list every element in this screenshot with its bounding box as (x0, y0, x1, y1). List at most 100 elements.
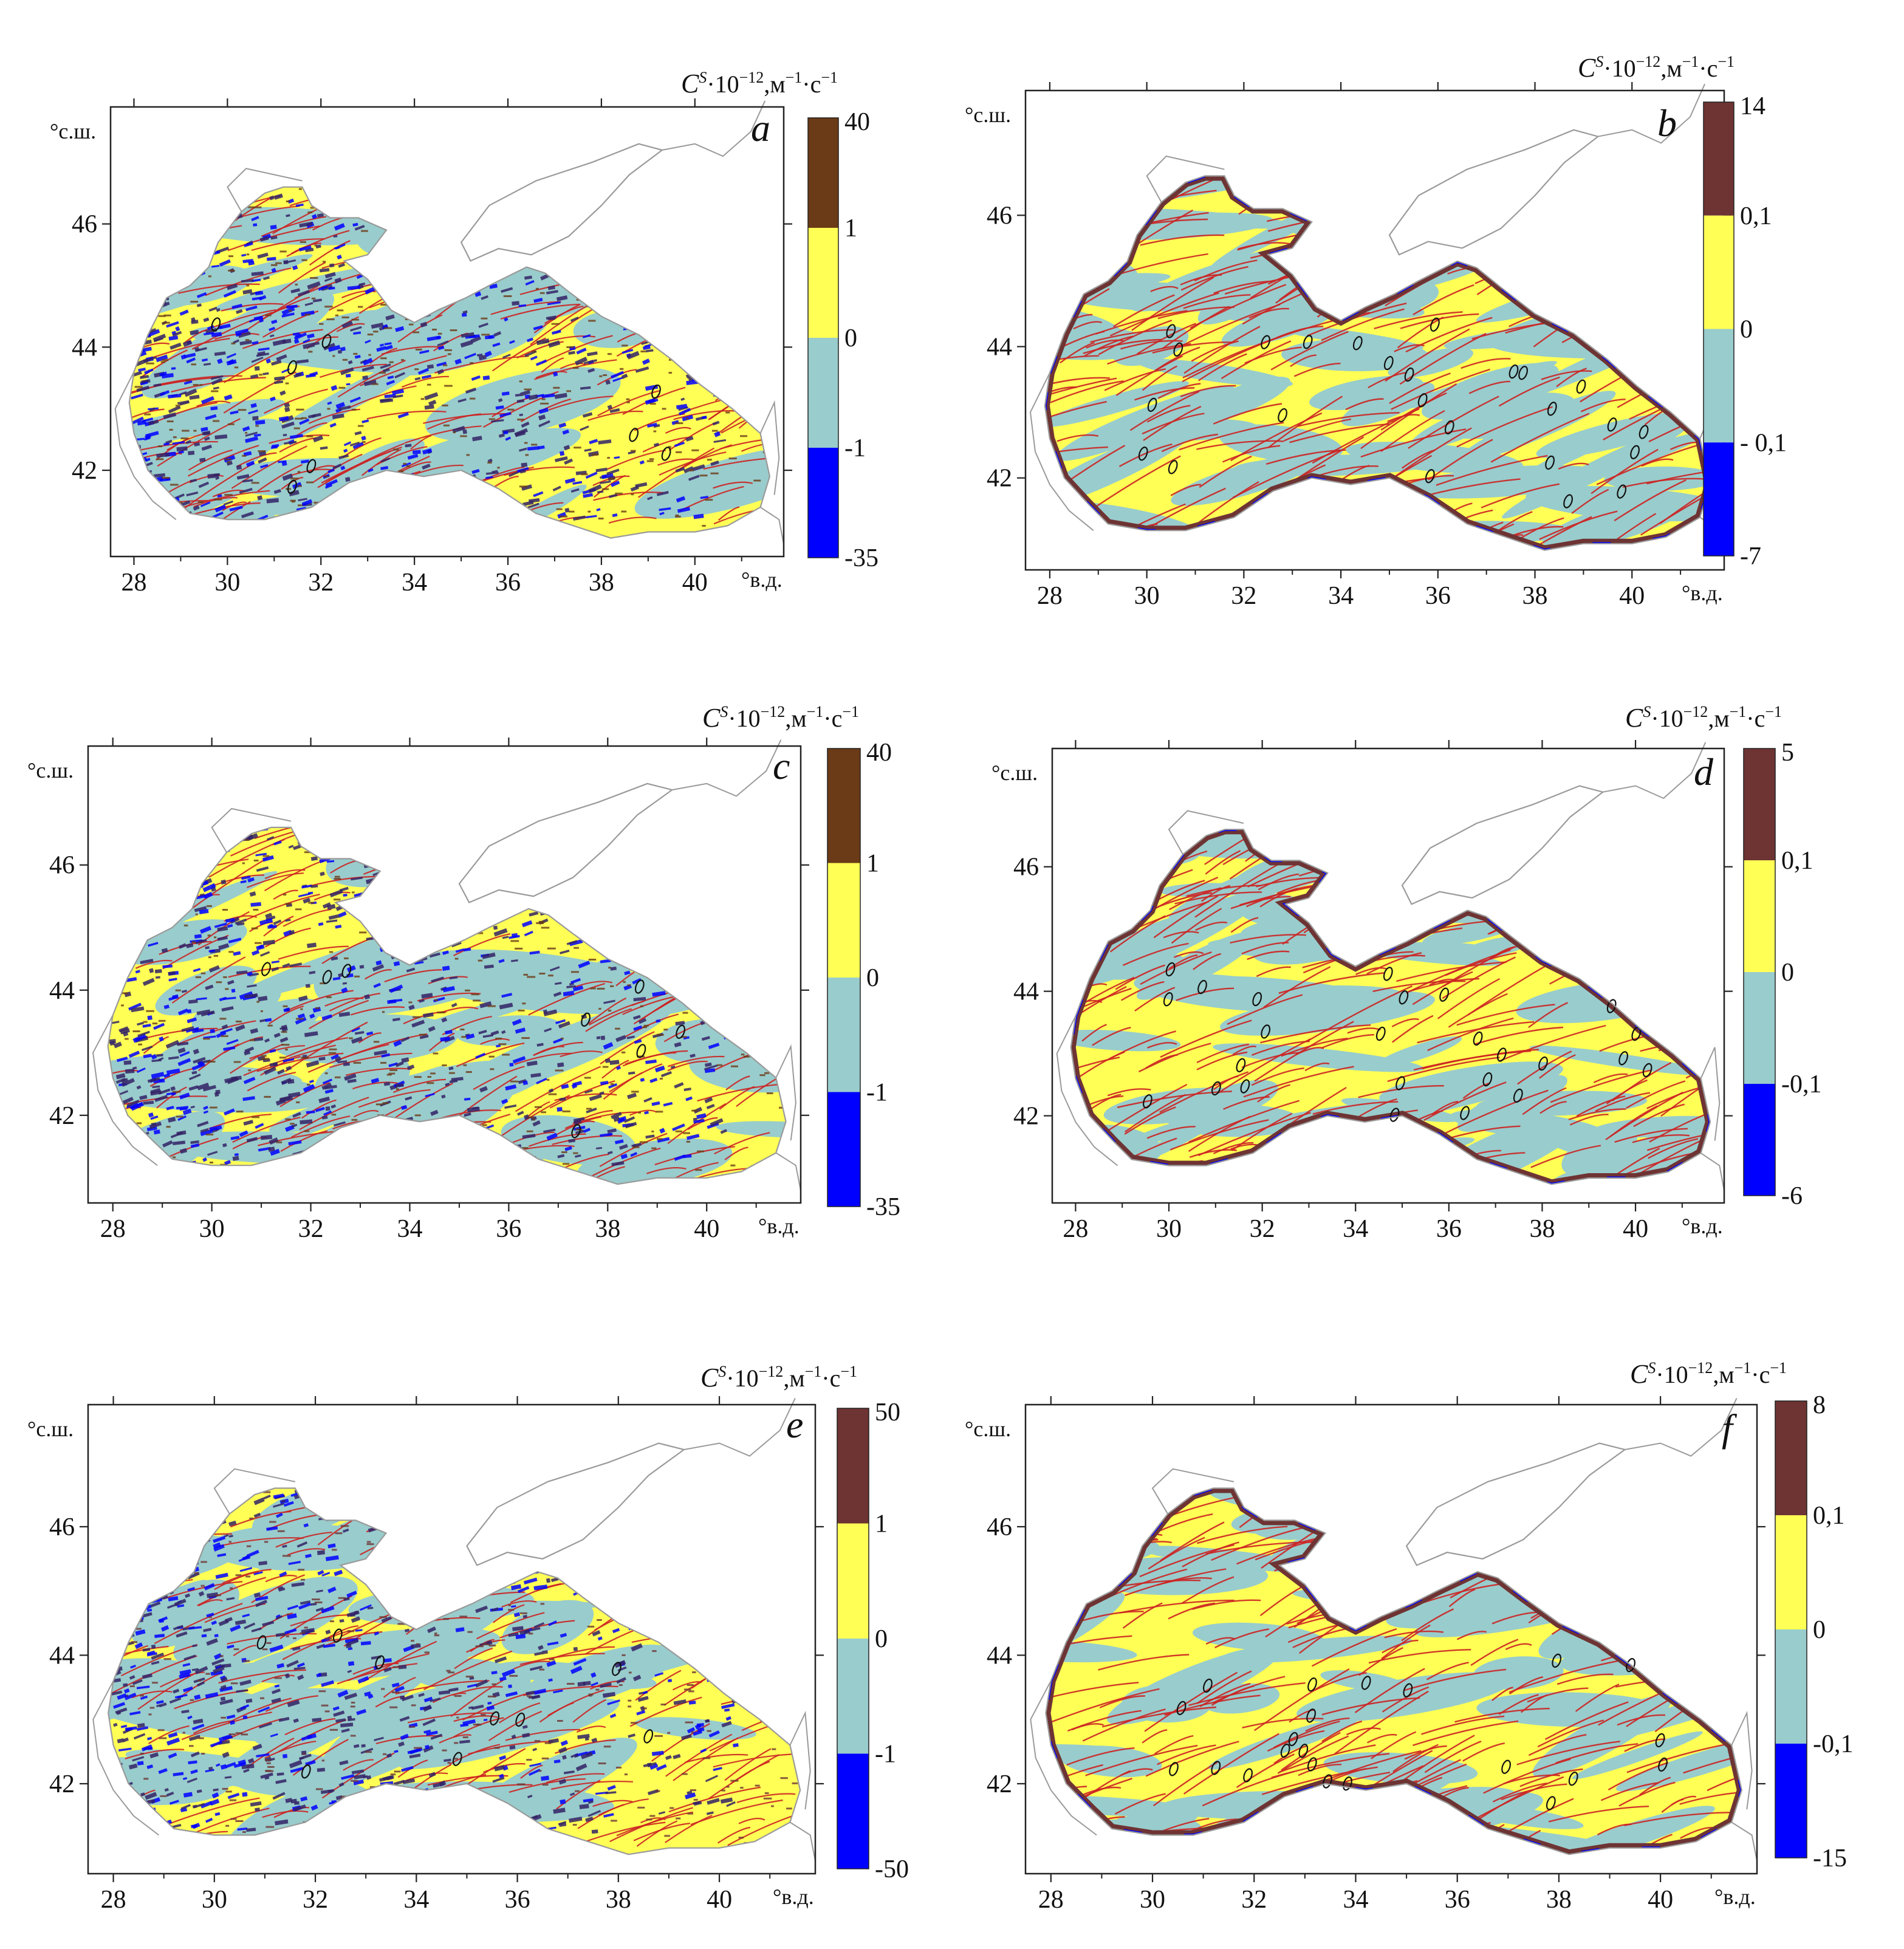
lon-tick-label: 40 (1623, 1215, 1648, 1243)
lon-tick-label: 32 (303, 1886, 328, 1914)
colorbar-label: 0 (875, 1625, 888, 1653)
lon-tick-label: 38 (589, 569, 614, 597)
panel-label-a: a (751, 106, 770, 149)
lon-tick-label: 30 (214, 569, 240, 597)
lon-tick-label: 30 (1156, 1215, 1182, 1243)
lat-tick-label: 46 (1013, 854, 1039, 882)
colorbar-label: -1 (875, 1741, 896, 1769)
colorbar-label: -15 (1813, 1845, 1847, 1872)
lon-tick-label: 36 (505, 1886, 530, 1914)
colorbar-label: 0,1 (1781, 847, 1813, 875)
lon-tick-label: 40 (707, 1886, 732, 1914)
lat-tick-label: 42 (49, 1102, 75, 1130)
colorbar-segment (808, 228, 838, 338)
lon-tick-label: 38 (1522, 582, 1548, 610)
colorbar-segment (827, 748, 860, 863)
colorbar-segment (1775, 1744, 1807, 1858)
lat-tick-label: 42 (72, 457, 97, 485)
lon-tick-label: 28 (101, 1886, 126, 1914)
colorbar-label: 0 (866, 964, 879, 992)
lon-tick-label: 30 (199, 1215, 225, 1243)
panel-a: 28 30 32 34 36 38 40 46 44 42 °с.ш. °в.д. a 40 1 0 -1 -35… (50, 69, 878, 597)
colorbar-label: 0,1 (1813, 1502, 1845, 1530)
lon-tick-label: 40 (694, 1215, 719, 1243)
colorbar-label: -7 (1740, 543, 1761, 570)
lon-tick-label: 28 (1063, 1215, 1088, 1243)
colorbar-label: 0 (1740, 316, 1753, 344)
coastline-c (107, 826, 787, 1185)
coastline-b (1044, 175, 1711, 551)
colorbar-title-a: CS·10−12,м−1·с−1 (681, 69, 838, 98)
lon-unit-label: °в.д. (758, 1214, 800, 1238)
colorbar-title-f: CS·10−12,м−1·с−1 (1630, 1359, 1787, 1389)
lon-tick-label: 30 (202, 1886, 227, 1914)
colorbar-label: -35 (866, 1193, 900, 1221)
lon-tick-label: 34 (402, 569, 427, 597)
azov-sea-outline-c (458, 783, 674, 903)
colorbar-label: 40 (844, 108, 870, 136)
plot-frame-a (109, 106, 785, 558)
azov-sea-outline-e (466, 1442, 686, 1566)
colorbar-label: -1 (866, 1079, 888, 1107)
lon-tick-label: 30 (1140, 1886, 1165, 1914)
colorbar-label: 50 (875, 1399, 900, 1427)
panel-label-c: c (773, 744, 790, 787)
colorbar-label: -1 (844, 434, 866, 462)
plot-frame-c (87, 745, 802, 1204)
colorbar-segment (1775, 1515, 1807, 1629)
colorbar-title-e: CS·10−12,м−1·с−1 (700, 1363, 857, 1392)
lat-tick-label: 42 (49, 1770, 75, 1798)
colorbar-label: 0 (1781, 959, 1794, 987)
lat-tick-label: 42 (987, 1770, 1012, 1798)
panel-c: 28 30 32 34 36 38 40 46 44 42 °с.ш. °в.д. c 40 1 0 -1 -35… (27, 703, 900, 1243)
lat-unit-label: °с.ш. (27, 1417, 74, 1441)
lon-tick-label: 34 (403, 1886, 429, 1914)
colorbar-segment (808, 118, 838, 228)
colorbar-label: 0,1 (1740, 202, 1772, 230)
plot-frame-d (1051, 747, 1725, 1204)
panel-d: 28 30 32 34 36 38 40 46 44 42 °с.ш. °в.д. d 5 0,1 0 -0,1… (991, 703, 1822, 1243)
colorbar-segment (1744, 1084, 1775, 1196)
lon-tick-label: 38 (595, 1215, 620, 1243)
lat-unit-label: °с.ш. (50, 119, 96, 143)
lon-tick-label: 28 (121, 569, 146, 597)
lat-unit-label: °с.ш. (965, 103, 1011, 127)
lat-tick-label: 44 (1013, 978, 1039, 1006)
colorbar-segment (837, 1753, 869, 1869)
plot-frame-e (87, 1403, 817, 1875)
lon-tick-label: 40 (1619, 582, 1645, 610)
lon-tick-label: 36 (496, 1215, 521, 1243)
lat-tick-label: 46 (72, 211, 97, 239)
lat-tick-label: 46 (49, 1513, 75, 1541)
colorbar-segment (1775, 1401, 1807, 1515)
lat-tick-label: 44 (987, 334, 1012, 361)
lon-tick-label: 38 (606, 1886, 631, 1914)
panel-b: 28 30 32 34 36 38 40 46 44 42 °с.ш. °в.д. b 14 0,1 0 - 0… (965, 53, 1787, 610)
colorbar-label: - 0,1 (1740, 429, 1787, 457)
lon-tick-label: 38 (1529, 1215, 1555, 1243)
azov-sea-outline-d (1401, 785, 1604, 905)
colorbar-label: 8 (1813, 1391, 1826, 1419)
colorbar-label: 14 (1740, 92, 1765, 120)
lat-tick-label: 46 (49, 852, 75, 880)
lat-tick-label: 44 (49, 1642, 75, 1670)
colorbar-label: 0 (844, 324, 857, 352)
colorbar-segment (837, 1408, 869, 1524)
lon-tick-label: 28 (100, 1215, 126, 1243)
lon-tick-label: 36 (1425, 582, 1451, 610)
lon-unit-label: °в.д. (1714, 1885, 1756, 1909)
colorbar-label: -0,1 (1781, 1070, 1822, 1098)
lon-tick-label: 36 (495, 569, 521, 597)
colorbar-label: 40 (866, 739, 892, 767)
lat-tick-label: 44 (987, 1642, 1012, 1670)
colorbar-label: 5 (1781, 739, 1794, 767)
lon-tick-label: 34 (1343, 1215, 1368, 1243)
colorbar-segment (1704, 329, 1734, 443)
azov-sea-outline-b (1388, 129, 1600, 256)
lon-tick-label: 32 (1241, 1886, 1267, 1914)
colorbar-label: 1 (875, 1510, 888, 1538)
coastline-e (108, 1487, 801, 1855)
colorbar-label: 1 (844, 214, 857, 242)
lat-unit-label: °с.ш. (991, 761, 1038, 785)
